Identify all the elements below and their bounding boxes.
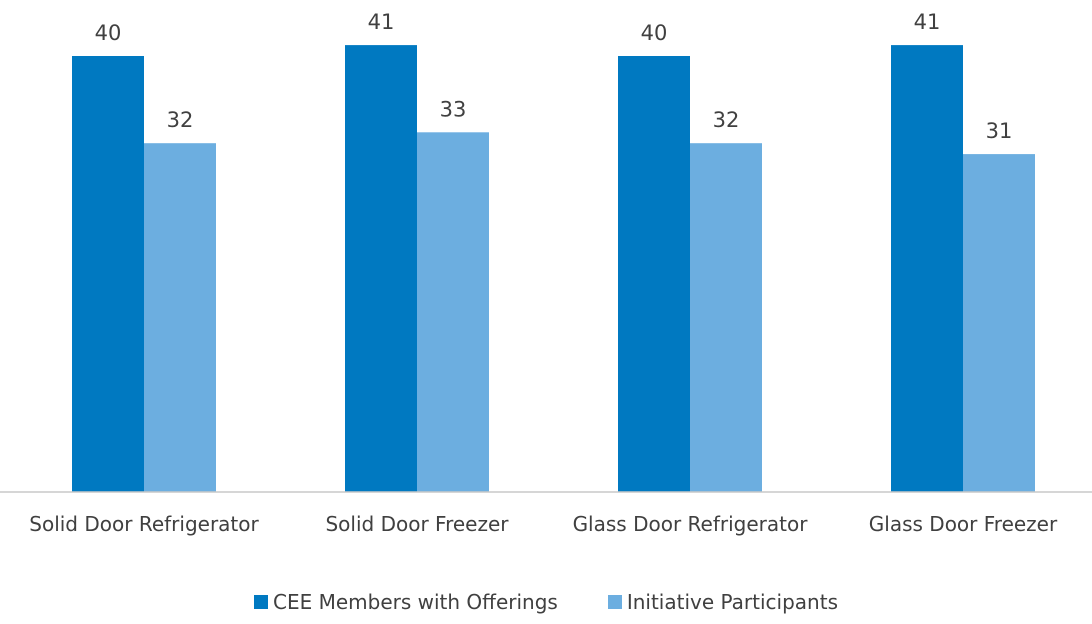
bar [144,143,216,492]
bar [963,154,1035,492]
legend-item: Initiative Participants [607,590,838,614]
x-tick-label: Solid Door Refrigerator [29,512,259,536]
bar [417,132,489,493]
legend-swatch [254,595,268,609]
x-tick-label: Glass Door Freezer [868,512,1058,536]
data-label: 40 [95,21,122,45]
legend-label: CEE Members with Offerings [273,590,558,614]
data-label: 33 [440,97,467,121]
legend: CEE Members with Offerings Initiative Par… [0,590,1092,614]
data-label: 31 [986,119,1013,143]
x-tick-label: Solid Door Freezer [325,512,509,536]
data-label: 41 [914,10,941,34]
legend-item: CEE Members with Offerings [254,590,558,614]
data-label: 32 [167,108,194,132]
data-label: 40 [641,21,668,45]
x-tick-label: Glass Door Refrigerator [572,512,808,536]
bar [72,56,144,492]
bar [690,143,762,492]
legend-swatch [607,595,622,609]
data-label: 32 [713,108,740,132]
bar [345,45,417,492]
legend-label: Initiative Participants [626,590,838,614]
bar [618,56,690,492]
data-label: 41 [368,10,395,34]
bar [891,45,963,492]
